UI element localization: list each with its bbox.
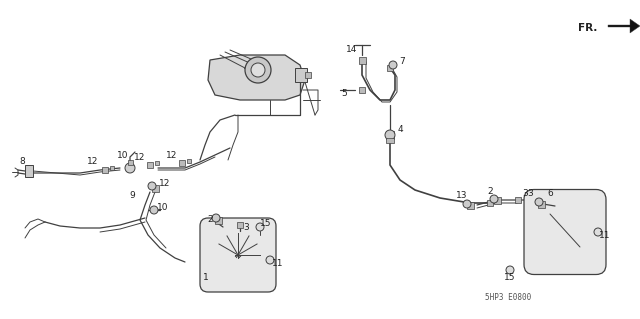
- Text: 12: 12: [87, 158, 99, 167]
- Bar: [538, 201, 545, 207]
- Bar: [386, 138, 394, 143]
- Text: 11: 11: [599, 231, 611, 240]
- FancyBboxPatch shape: [524, 189, 606, 275]
- Text: FR.: FR.: [578, 23, 597, 33]
- Bar: [467, 202, 474, 209]
- Polygon shape: [608, 19, 640, 33]
- Text: 15: 15: [504, 273, 516, 283]
- Text: 14: 14: [346, 46, 358, 55]
- Circle shape: [490, 195, 498, 203]
- Bar: [152, 184, 159, 191]
- Bar: [110, 166, 114, 170]
- Bar: [387, 65, 393, 71]
- Bar: [155, 161, 159, 165]
- Circle shape: [463, 200, 471, 208]
- Bar: [493, 197, 500, 204]
- Text: 5HP3 E0800: 5HP3 E0800: [485, 293, 531, 302]
- Bar: [237, 222, 243, 228]
- Text: 7: 7: [399, 57, 405, 66]
- Circle shape: [251, 63, 265, 77]
- Circle shape: [385, 130, 395, 140]
- Text: 12: 12: [134, 153, 146, 162]
- Text: 10: 10: [157, 203, 169, 211]
- Circle shape: [212, 214, 220, 222]
- Text: 4: 4: [397, 125, 403, 135]
- Circle shape: [535, 198, 543, 206]
- Text: 3: 3: [522, 189, 528, 197]
- Circle shape: [148, 182, 156, 190]
- Circle shape: [389, 61, 397, 69]
- Bar: [127, 160, 132, 165]
- Text: 3: 3: [527, 189, 533, 198]
- Bar: [305, 72, 311, 78]
- Bar: [102, 167, 108, 173]
- Text: 13: 13: [456, 191, 468, 201]
- Bar: [386, 131, 394, 139]
- Bar: [295, 68, 307, 82]
- Circle shape: [506, 266, 514, 274]
- Text: 3: 3: [243, 222, 249, 232]
- Text: 10: 10: [117, 151, 129, 160]
- Circle shape: [256, 223, 264, 231]
- Text: 2: 2: [207, 214, 213, 224]
- FancyBboxPatch shape: [200, 218, 276, 292]
- Bar: [487, 200, 493, 206]
- Circle shape: [594, 228, 602, 236]
- Text: 6: 6: [547, 189, 553, 198]
- Text: 11: 11: [272, 258, 284, 268]
- Bar: [358, 56, 365, 63]
- Bar: [515, 197, 521, 203]
- Text: 12: 12: [166, 151, 178, 160]
- Circle shape: [125, 163, 135, 173]
- Bar: [187, 159, 191, 163]
- Text: 1: 1: [203, 272, 209, 281]
- Text: 12: 12: [159, 179, 171, 188]
- Text: 15: 15: [260, 219, 272, 227]
- Text: 2: 2: [487, 188, 493, 197]
- Bar: [25, 165, 33, 177]
- Bar: [179, 160, 185, 166]
- Circle shape: [266, 256, 274, 264]
- Text: 5: 5: [341, 88, 347, 98]
- Bar: [214, 217, 221, 224]
- Circle shape: [245, 57, 271, 83]
- Text: 9: 9: [129, 190, 135, 199]
- Circle shape: [150, 206, 158, 214]
- Bar: [147, 162, 153, 168]
- Text: 8: 8: [19, 158, 25, 167]
- Polygon shape: [208, 55, 305, 100]
- Bar: [359, 87, 365, 93]
